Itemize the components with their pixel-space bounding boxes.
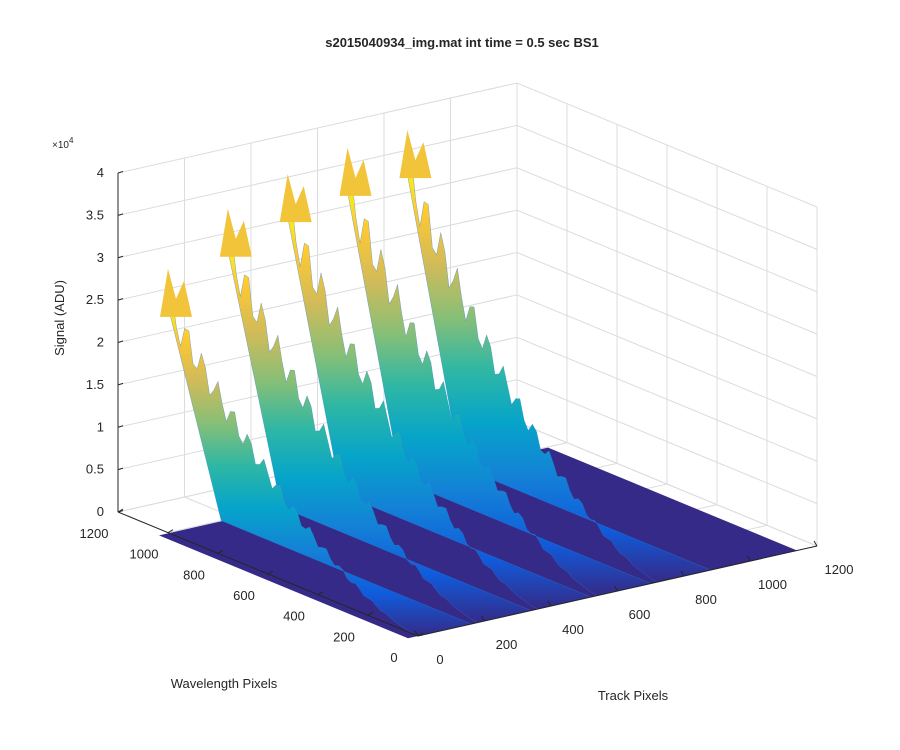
z-tick-label: 1 — [97, 419, 104, 434]
y-tick-label: 800 — [183, 567, 205, 582]
z-tick — [117, 171, 124, 174]
x-tick-label: 800 — [695, 592, 717, 607]
z-tick — [117, 340, 124, 343]
x-tick — [414, 630, 419, 637]
y-tick-label: 0 — [390, 650, 397, 665]
surface-traces — [159, 130, 798, 639]
z-tick — [117, 510, 124, 513]
y-tick — [417, 632, 424, 637]
grid-line-z — [117, 82, 818, 208]
y-tick — [167, 529, 174, 534]
z-tick-label: 2 — [97, 335, 104, 350]
x-tick-label: 400 — [562, 622, 584, 637]
surface-trace — [407, 158, 712, 583]
grid-line-z — [117, 124, 818, 250]
x-axis-label: Track Pixels — [598, 688, 669, 703]
x-tick — [481, 615, 485, 622]
z-axis-multiplier: ×104 — [52, 136, 74, 151]
grid-line-z — [117, 209, 818, 335]
surface-trace-peak — [279, 174, 312, 223]
z-tick-label: 1.5 — [86, 377, 104, 392]
back-wall-right — [512, 55, 817, 546]
surface-trace — [287, 202, 592, 610]
surface-trace-peak — [339, 147, 372, 196]
z-axis-label: Signal (ADU) — [52, 280, 67, 356]
z-tick-label: 2.5 — [86, 292, 104, 307]
surface-trace-peak — [160, 268, 192, 317]
z-tick — [117, 382, 124, 386]
y-tick-label: 400 — [283, 609, 305, 624]
x-tick — [747, 555, 751, 562]
x-tick-label: 200 — [496, 637, 518, 652]
z-tick-label: 3.5 — [86, 207, 104, 222]
grid-line-z — [117, 167, 818, 293]
y-tick — [267, 570, 274, 575]
x-tick — [813, 540, 818, 547]
y-tick-label: 200 — [333, 629, 355, 644]
chart-title: s2015040934_img.mat int time = 0.5 sec B… — [325, 35, 599, 50]
x-tick — [547, 600, 552, 607]
surface-floor — [159, 447, 798, 639]
grid-line-z — [117, 336, 818, 462]
x-tick-label: 0 — [436, 652, 443, 667]
surface-trace-peak — [219, 208, 252, 257]
x-tick — [614, 585, 618, 592]
x-tick-label: 600 — [629, 607, 651, 622]
y-tick — [367, 611, 374, 616]
z-tick — [117, 213, 124, 216]
x-tick-label: 1200 — [825, 562, 854, 577]
y-axis-label: Wavelength Pixels — [171, 676, 278, 691]
z-tick — [117, 255, 124, 259]
y-tick-label: 1200 — [80, 526, 109, 541]
tick-labels: 0200400600800100012000200400600800100012… — [80, 165, 854, 667]
y-tick — [317, 591, 324, 596]
y-tick — [217, 549, 224, 554]
z-tick — [117, 467, 124, 471]
z-tick-label: 4 — [97, 165, 104, 180]
surface-trace — [347, 176, 652, 596]
surface-trace — [227, 236, 532, 623]
z-tick-label: 0.5 — [86, 462, 104, 477]
x-tick-label: 1000 — [758, 577, 787, 592]
grid-line-z — [117, 379, 818, 505]
x-tick — [680, 570, 685, 577]
z-tick — [117, 425, 124, 428]
surface-trace — [167, 295, 472, 637]
z-tick-label: 3 — [97, 250, 104, 265]
z-tick — [117, 298, 124, 301]
surface-trace-peak — [399, 130, 432, 179]
z-tick-label: 0 — [97, 504, 104, 519]
y-tick-label: 1000 — [130, 547, 159, 562]
y-tick-label: 600 — [233, 588, 255, 603]
